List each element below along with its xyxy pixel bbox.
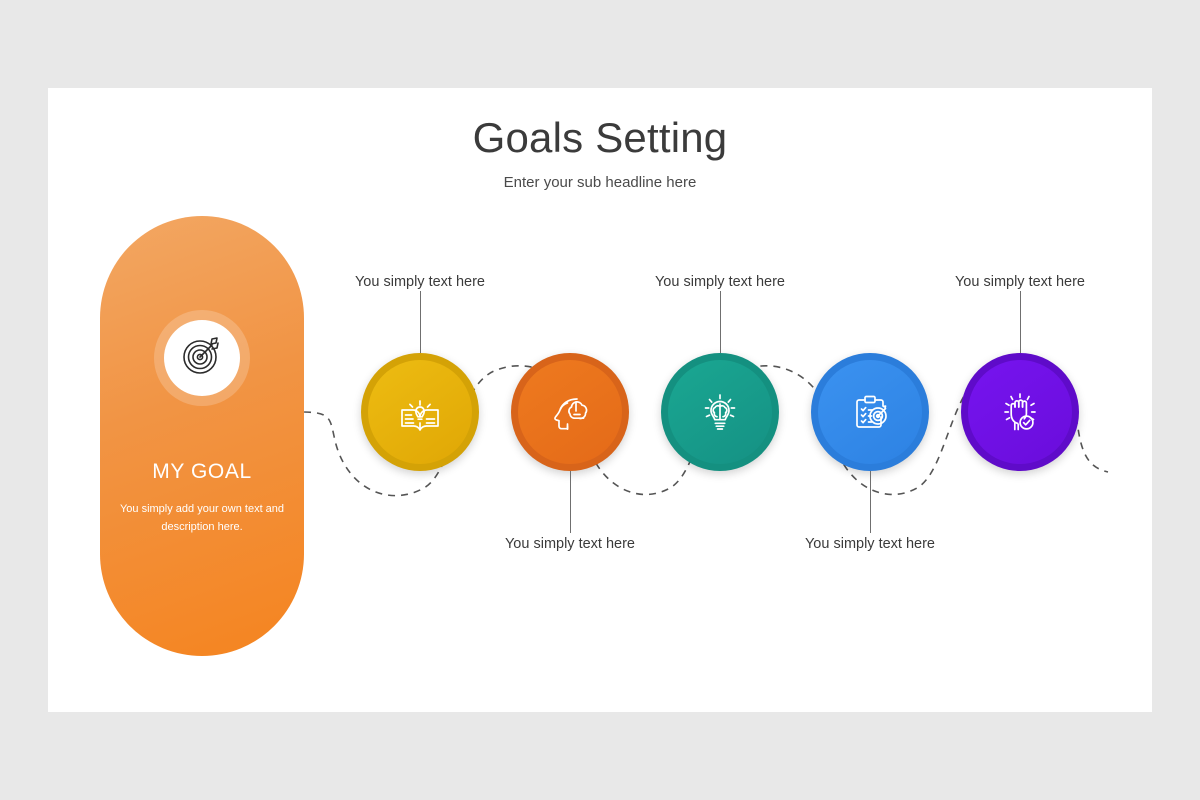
my-goal-capsule[interactable]: MY GOAL You simply add your own text and…	[100, 216, 304, 656]
page-title: Goals Setting	[472, 114, 728, 161]
capsule-icon-disc	[164, 320, 240, 396]
head-brain-icon	[543, 385, 597, 439]
step-circle-2[interactable]: You simply text here	[505, 353, 635, 552]
brain-lightbulb-icon	[693, 385, 747, 439]
step-inner-disc-1	[368, 360, 472, 464]
step-inner-disc-4	[818, 360, 922, 464]
step-circle-4[interactable]: You simply text here	[805, 353, 935, 552]
step-inner-disc-2	[518, 360, 622, 464]
slide-card: Goals Setting Enter your sub headline he…	[48, 88, 1152, 712]
step-inner-disc-3	[668, 360, 772, 464]
clipboard-target-icon	[843, 385, 897, 439]
step-label-5: You simply text here	[954, 274, 1086, 290]
capsule-icon-ring	[154, 310, 250, 406]
target-dart-icon	[178, 332, 226, 385]
step-stem-1	[420, 291, 421, 353]
page-subtitle: Enter your sub headline here	[503, 174, 697, 191]
step-circle-3[interactable]: You simply text here	[655, 274, 785, 471]
capsule-description: You simply add your own text and descrip…	[119, 503, 285, 533]
step-label-2: You simply text here	[504, 536, 636, 552]
slide-header: Goals Setting Enter your sub headline he…	[48, 88, 1152, 191]
step-inner-disc-5	[968, 360, 1072, 464]
book-lightbulb-icon	[393, 385, 447, 439]
step-label-3: You simply text here	[654, 274, 786, 290]
step-label-1: You simply text here	[354, 274, 486, 290]
step-circle-5[interactable]: You simply text here	[955, 274, 1085, 471]
step-stem-4	[870, 471, 871, 533]
step-stem-3	[720, 291, 721, 353]
step-stem-2	[570, 471, 571, 533]
capsule-heading: MY GOAL	[152, 460, 252, 483]
step-stem-5	[1020, 291, 1021, 353]
fist-check-icon	[993, 385, 1047, 439]
step-circle-1[interactable]: You simply text here	[355, 274, 485, 471]
step-label-4: You simply text here	[804, 536, 936, 552]
